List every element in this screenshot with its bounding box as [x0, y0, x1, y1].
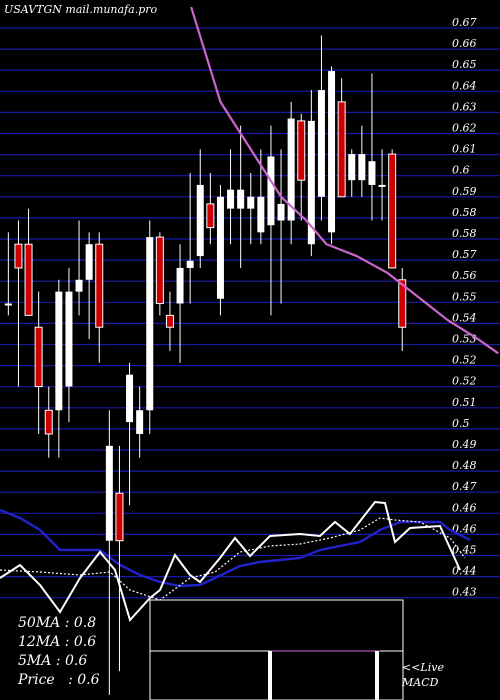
candle-body-up [277, 203, 285, 221]
candle-body-down [398, 279, 407, 328]
y-tick-label: 0.47 [452, 480, 477, 493]
candle-body-up [358, 154, 366, 181]
candle-body-up [237, 189, 245, 209]
indicator-dotted-line [0, 517, 466, 601]
macd-live-label: <<Live [402, 661, 444, 674]
candle-body-up [186, 260, 194, 268]
y-tick-label: 0.56 [452, 269, 477, 282]
y-axis-tick-labels: 0.67 0.66 0.65 0.64 0.63 0.62 0.61 0.6 0.59 0.58 0… [452, 16, 477, 599]
candle-body-up [227, 189, 235, 209]
candle-body-up [348, 154, 356, 181]
y-tick-label: 0.54 [452, 311, 477, 324]
candle-body-down [206, 203, 215, 229]
y-tick-label: 0.65 [452, 58, 477, 71]
ma-line [190, 6, 499, 355]
y-tick-label: 0.46 [452, 522, 477, 535]
price-label: Price : 0.6 [18, 672, 100, 688]
y-tick-label: 0.53 [452, 333, 477, 346]
indicator-lines [0, 500, 471, 622]
macd-bar [268, 651, 272, 700]
candle-body-down [115, 492, 124, 542]
candle-body-down [388, 153, 397, 269]
y-tick-label: 0.63 [452, 100, 477, 113]
candle-body-down [155, 236, 164, 305]
candle-body-up [196, 184, 204, 257]
macd-label: <<Live MACD [402, 660, 444, 690]
macd-name-label: MACD [402, 676, 439, 689]
candle-body-down [165, 314, 174, 328]
candle-body-down [14, 243, 23, 269]
candle-body-up [247, 196, 255, 209]
macd-panel [149, 599, 404, 700]
y-tick-label: 0.5 [452, 417, 470, 430]
candle-body-up [4, 303, 12, 306]
y-tick-label: 0.59 [452, 185, 477, 198]
y-tick-label: 0.46 [452, 501, 477, 514]
candle-body-down [44, 409, 53, 435]
ma50-label: 50MA : 0.8 [18, 615, 97, 631]
y-tick-label: 0.58 [452, 206, 477, 219]
candle-body-up [216, 196, 224, 299]
y-tick-label: 0.6 [452, 164, 470, 177]
y-tick-label: 0.51 [452, 396, 477, 409]
candle-body-up [146, 237, 154, 411]
candle-body-up [136, 410, 144, 434]
chart-title: USAVTGN mail.munafa.pro [4, 3, 158, 16]
ma12-label: 12MA : 0.6 [18, 634, 97, 650]
candle-body-up [126, 374, 134, 423]
y-tick-label: 0.67 [452, 16, 477, 29]
candle-body-down [95, 243, 104, 328]
y-tick-label: 0.45 [452, 544, 477, 557]
candle-body-up [257, 196, 265, 233]
candle-body-up [287, 118, 295, 221]
candle-body-down [297, 120, 306, 181]
y-tick-label: 0.62 [452, 122, 477, 135]
candle-body-down [24, 243, 33, 316]
grid-lines [0, 27, 500, 599]
candle-body-up [368, 161, 376, 185]
candle-body-up [328, 71, 336, 233]
candle-body-up [85, 244, 93, 280]
y-tick-label: 0.48 [452, 459, 477, 472]
indicator-white-line [0, 500, 461, 622]
y-tick-label: 0.58 [452, 227, 477, 240]
candle-body-up [307, 120, 315, 245]
y-tick-label: 0.44 [452, 565, 477, 578]
y-tick-label: 0.52 [452, 375, 477, 388]
y-tick-label: 0.52 [452, 354, 477, 367]
y-tick-label: 0.55 [452, 290, 477, 303]
indicator-blue-line [0, 508, 471, 588]
candlesticks [4, 35, 407, 695]
moving-average-line [190, 6, 499, 355]
candle-body-up [317, 90, 325, 197]
moving-average-panel: 50MA : 0.8 12MA : 0.6 5MA : 0.6 Price : … [18, 614, 100, 690]
candle-body-down [34, 326, 43, 388]
candle-body-up [378, 184, 386, 187]
y-tick-label: 0.61 [452, 143, 477, 156]
candle-body-up [75, 279, 83, 292]
ma5-label: 5MA : 0.6 [18, 653, 88, 669]
candle-body-up [267, 156, 275, 226]
candle-body-up [65, 291, 73, 387]
candle-body-up [55, 291, 63, 411]
y-tick-label: 0.66 [452, 37, 477, 50]
y-tick-label: 0.43 [452, 586, 477, 599]
candle-body-up [176, 267, 184, 304]
macd-bar [375, 651, 379, 700]
candle-body-down [337, 101, 346, 198]
macd-panel-frame [149, 599, 404, 700]
y-tick-label: 0.57 [452, 248, 477, 261]
y-tick-label: 0.49 [452, 438, 477, 451]
candle-body-up [105, 445, 113, 541]
y-tick-label: 0.64 [452, 79, 477, 92]
